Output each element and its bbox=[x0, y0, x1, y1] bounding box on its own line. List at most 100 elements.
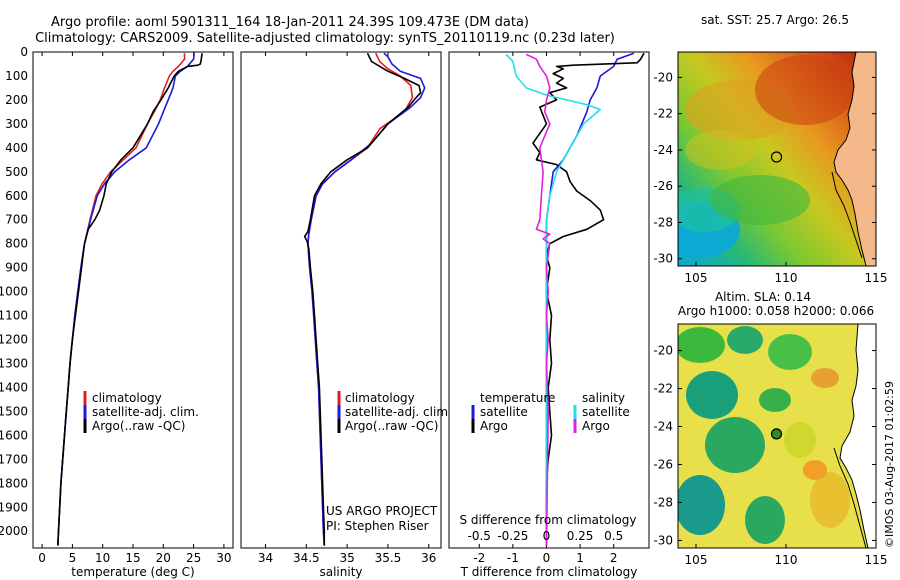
map-y-tick-label: -22 bbox=[653, 382, 673, 396]
legend-label-t-argo: Argo bbox=[480, 419, 508, 433]
x-tick-label: 2 bbox=[610, 551, 618, 565]
depth-tick-label: 600 bbox=[5, 189, 28, 203]
difference-xlabel-t: T difference from climatology bbox=[460, 565, 638, 579]
x-tick-label: 1 bbox=[576, 551, 584, 565]
x-tick-label: 5 bbox=[69, 551, 77, 565]
map-y-tick-label: -22 bbox=[653, 107, 673, 121]
depth-tick-label: 1600 bbox=[0, 428, 28, 442]
x-tick-label: 20 bbox=[156, 551, 171, 565]
imos-credit: ©IMOS 03-Aug-2017 01:02:59 bbox=[883, 381, 896, 548]
map-y-tick-label: -24 bbox=[653, 420, 673, 434]
depth-tick-label: 1500 bbox=[0, 404, 28, 418]
temperature-plot-frame bbox=[32, 51, 234, 549]
map-x-tick-label: 105 bbox=[685, 553, 708, 567]
temperature-series bbox=[57, 53, 203, 546]
x-tick-label: 35.5 bbox=[375, 551, 402, 565]
depth-tick-label: 1000 bbox=[0, 285, 28, 299]
temperature-legend: climatology satellite-adj. clim. Argo(..… bbox=[83, 391, 199, 433]
map-x-tick-label: 115 bbox=[865, 553, 888, 567]
sla-map-frame bbox=[677, 323, 877, 549]
series-line-argo bbox=[525, 53, 551, 546]
map-y-tick-label: -20 bbox=[653, 70, 673, 84]
sst-map-title: sat. SST: 25.7 Argo: 26.5 bbox=[701, 13, 849, 27]
legend-title-temperature: temperature bbox=[480, 391, 555, 405]
map-y-tick-label: -26 bbox=[653, 457, 673, 471]
depth-tick-label: 1400 bbox=[0, 380, 28, 394]
map-y-tick-label: -20 bbox=[653, 344, 673, 358]
depth-tick-label: 200 bbox=[5, 93, 28, 107]
x-tick-label: 34.5 bbox=[293, 551, 320, 565]
legend-label-argo: Argo(..raw -QC) bbox=[92, 419, 185, 433]
map-y-tick-label: -30 bbox=[653, 252, 673, 266]
x-tick-label: 35 bbox=[339, 551, 354, 565]
temperature-panel: 0 5 10 15 20 25 30 temperature (deg C) climato… bbox=[32, 51, 234, 579]
s-diff-tick-label: 0.5 bbox=[604, 529, 623, 543]
legend-label-s-satellite: satellite bbox=[582, 405, 630, 419]
legend-label-t-satellite: satellite bbox=[480, 405, 528, 419]
depth-tick-label: 1300 bbox=[0, 356, 28, 370]
map-y-tick-label: -30 bbox=[653, 533, 673, 547]
sla-map-title: Altim. SLA: 0.14 bbox=[715, 290, 811, 304]
depth-axis-labels: 0 100 200 300 400 500 600 700 800 900 1000 1100 1200… bbox=[0, 45, 649, 538]
depth-tick-label: 1800 bbox=[0, 476, 28, 490]
map-y-tick-label: -28 bbox=[653, 495, 673, 509]
map-x-tick-label: 115 bbox=[865, 271, 888, 285]
figure-title-line2: Climatology: CARS2009. Satellite-adjuste… bbox=[35, 31, 615, 46]
difference-x-ticks: -2 -1 0 1 2 bbox=[473, 52, 618, 565]
x-tick-label: 0 bbox=[543, 551, 551, 565]
x-tick-label: 30 bbox=[216, 551, 231, 565]
x-tick-label: 10 bbox=[95, 551, 110, 565]
depth-tick-label: 300 bbox=[5, 117, 28, 131]
series-line-argo-raw-qc- bbox=[303, 52, 422, 546]
temperature-xlabel: temperature (deg C) bbox=[71, 565, 194, 579]
depth-tick-label: 0 bbox=[20, 45, 28, 59]
temperature-x-ticks: 0 5 10 15 20 25 30 bbox=[38, 52, 232, 565]
sla-map-subtitle: Argo h1000: 0.058 h2000: 0.066 bbox=[678, 304, 874, 318]
depth-tick-label: 400 bbox=[5, 141, 28, 155]
argo-location-marker-sla bbox=[770, 428, 783, 440]
depth-tick-label: 1900 bbox=[0, 500, 28, 514]
s-diff-tick-label: -0.5 bbox=[468, 529, 491, 543]
legend-label-satellite: satellite-adj. clim. bbox=[92, 405, 199, 419]
legend-label-argo: Argo(..raw -QC) bbox=[345, 419, 438, 433]
sst-map-panel: sat. SST: 25.7 Argo: 26.5 105 110 115 -20 -2… bbox=[653, 13, 887, 285]
depth-tick-label: 1700 bbox=[0, 452, 28, 466]
depth-tick-label: 900 bbox=[5, 261, 28, 275]
depth-tick-label: 1100 bbox=[0, 309, 28, 323]
depth-tick-label: 800 bbox=[5, 237, 28, 251]
depth-tick-label: 500 bbox=[5, 165, 28, 179]
salinity-plot-frame bbox=[240, 51, 442, 549]
argo-location-marker-sst bbox=[770, 151, 783, 163]
x-tick-label: 15 bbox=[125, 551, 140, 565]
depth-tick-label: 2000 bbox=[0, 524, 28, 538]
map-y-tick-label: -28 bbox=[653, 215, 673, 229]
salinity-xlabel: salinity bbox=[319, 565, 362, 579]
map-x-tick-label: 105 bbox=[685, 271, 708, 285]
legend-label-climatology: climatology bbox=[345, 391, 415, 405]
x-tick-label: 25 bbox=[186, 551, 201, 565]
sla-map-ticks: 105 110 115 -20 -22 -24 -26 -28 -30 bbox=[653, 344, 887, 567]
difference-xlabel-s: S difference from climatology bbox=[460, 513, 637, 527]
land-mass bbox=[839, 324, 876, 548]
legend-label-s-argo: Argo bbox=[582, 419, 610, 433]
x-tick-label: -2 bbox=[473, 551, 485, 565]
sst-map-ticks: 105 110 115 -20 -22 -24 -26 -28 -30 bbox=[653, 70, 887, 285]
series-line-argo-raw-qc- bbox=[57, 53, 203, 546]
salinity-x-ticks: 34 34.5 35 35.5 36 bbox=[258, 52, 436, 565]
difference-series bbox=[505, 52, 645, 546]
legend-title-salinity: salinity bbox=[582, 391, 625, 405]
depth-tick-label: 700 bbox=[5, 213, 28, 227]
map-x-tick-label: 110 bbox=[775, 553, 798, 567]
salinity-panel: 34 34.5 35 35.5 36 salinity climatology sate… bbox=[240, 51, 452, 579]
legend-label-satellite: satellite-adj. clim. bbox=[345, 405, 452, 419]
series-line-satellite bbox=[505, 53, 602, 546]
project-annotation-line2: PI: Stephen Riser bbox=[326, 519, 429, 533]
x-tick-label: 0 bbox=[38, 551, 46, 565]
legend-label-climatology: climatology bbox=[92, 391, 162, 405]
difference-legend: temperature salinity satellite Argo sate… bbox=[471, 391, 630, 433]
s-diff-tick-label: 0 bbox=[543, 529, 551, 543]
salinity-legend: climatology satellite-adj. clim. Argo(..… bbox=[337, 391, 452, 433]
x-tick-label: 36 bbox=[421, 551, 436, 565]
salinity-difference-ticklabels: -0.5 -0.25 0 0.25 0.5 bbox=[468, 529, 624, 543]
